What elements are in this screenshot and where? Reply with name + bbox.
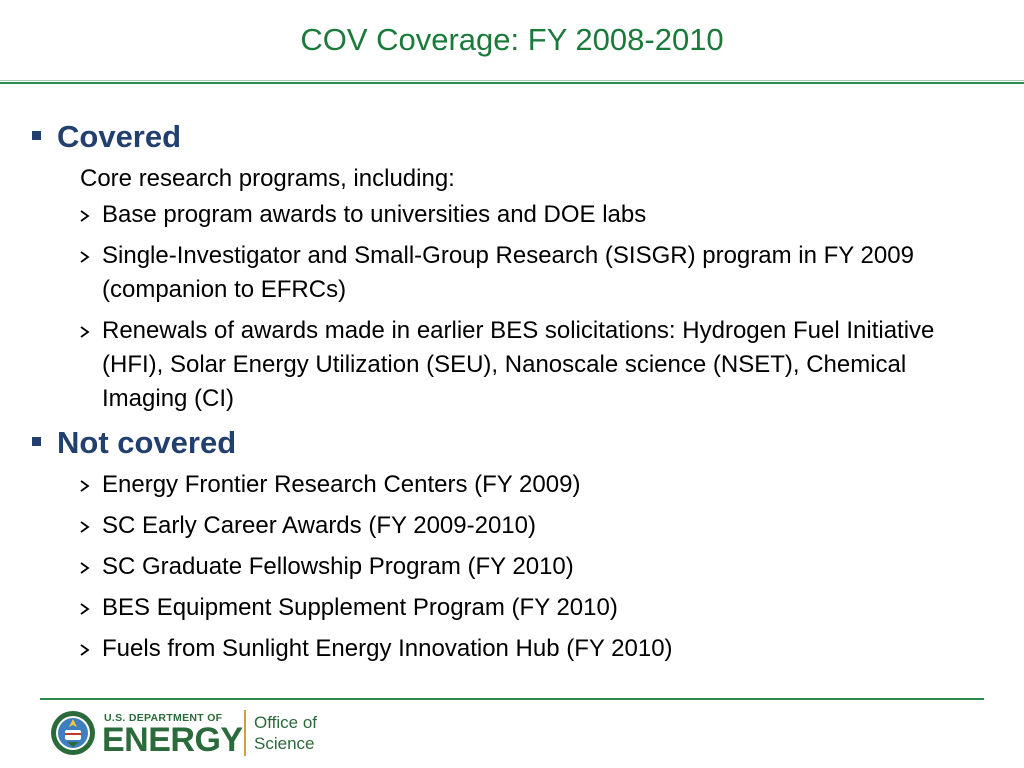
list-item: SC Early Career Awards (FY 2009-2010) <box>80 509 988 543</box>
section-heading-label: Not covered <box>57 425 237 460</box>
section-heading-label: Covered <box>57 119 182 154</box>
section-heading-not-covered: Not covered <box>28 424 988 462</box>
slide-body: Covered Core research programs, includin… <box>28 118 988 673</box>
dept-line: U.S. DEPARTMENT OF <box>104 712 223 724</box>
list-item: BES Equipment Supplement Program (FY 201… <box>80 591 988 625</box>
office-line-1: Office of <box>254 713 317 732</box>
square-bullet-icon <box>32 130 41 140</box>
arrowhead-bullet-icon <box>80 239 102 273</box>
arrowhead-bullet-icon <box>80 198 102 232</box>
footer-divider <box>40 698 984 700</box>
office-of-science-label: Office of Science <box>254 712 317 754</box>
list-item: Energy Frontier Research Centers (FY 200… <box>80 468 988 502</box>
arrowhead-bullet-icon <box>80 468 102 502</box>
square-bullet-icon <box>32 436 41 446</box>
arrowhead-bullet-icon <box>80 314 102 348</box>
list-item: Fuels from Sunlight Energy Innovation Hu… <box>80 632 988 666</box>
list-item-text: Fuels from Sunlight Energy Innovation Hu… <box>102 635 673 662</box>
list-item-text: SC Graduate Fellowship Program (FY 2010) <box>102 553 574 580</box>
covered-intro: Core research programs, including: <box>80 165 455 192</box>
logo-divider <box>244 710 246 756</box>
office-line-2: Science <box>254 734 315 753</box>
list-item: Single-Investigator and Small-Group Rese… <box>80 239 988 307</box>
arrowhead-bullet-icon <box>80 591 102 625</box>
energy-wordmark: ENERGY <box>102 721 243 759</box>
list-item-text: Energy Frontier Research Centers (FY 200… <box>102 471 581 498</box>
title-divider <box>0 80 1024 85</box>
list-item-text: Single-Investigator and Small-Group Rese… <box>102 242 914 303</box>
arrowhead-bullet-icon <box>80 632 102 666</box>
list-item-text: Renewals of awards made in earlier BES s… <box>102 317 935 412</box>
arrowhead-bullet-icon <box>80 509 102 543</box>
list-item-text: SC Early Career Awards (FY 2009-2010) <box>102 512 536 539</box>
slide-title: COV Coverage: FY 2008-2010 <box>300 22 724 57</box>
doe-office-of-science-logo: U.S. DEPARTMENT OF ENERGY Office of Scie… <box>50 708 340 760</box>
list-item-text: Base program awards to universities and … <box>102 201 647 228</box>
list-item: Renewals of awards made in earlier BES s… <box>80 314 988 416</box>
list-item-text: BES Equipment Supplement Program (FY 201… <box>102 594 618 621</box>
arrowhead-bullet-icon <box>80 550 102 584</box>
doe-seal-icon <box>51 711 95 755</box>
list-item: Base program awards to universities and … <box>80 198 988 232</box>
section-heading-covered: Covered <box>28 118 988 156</box>
list-item: SC Graduate Fellowship Program (FY 2010) <box>80 550 988 584</box>
